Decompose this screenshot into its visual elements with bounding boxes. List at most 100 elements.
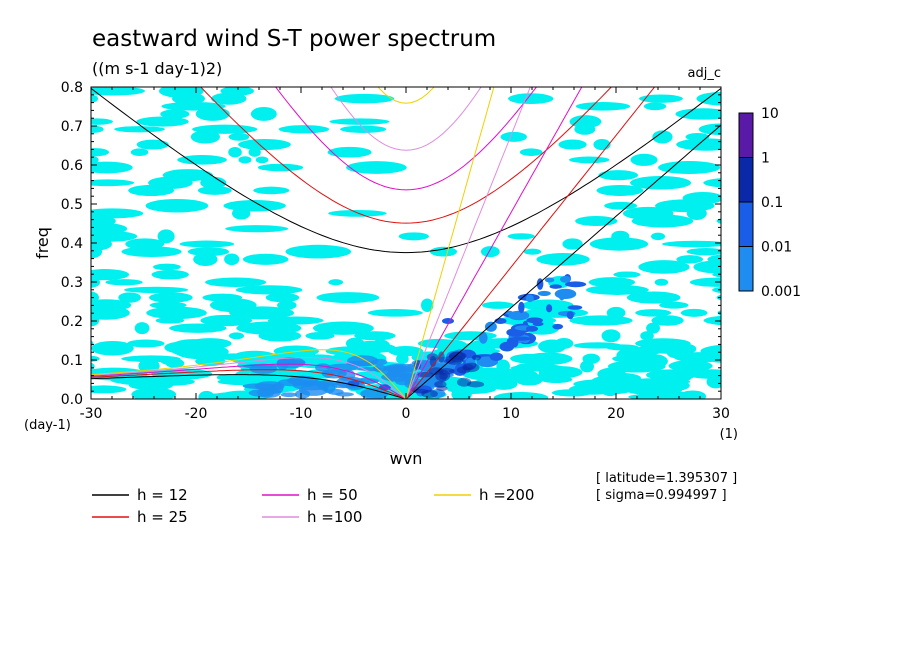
y-tick-label: 0.6 <box>61 158 83 174</box>
contour-cell <box>676 255 704 264</box>
gravity-wave-curve <box>330 87 482 151</box>
contour-cell-ridge <box>552 323 564 330</box>
contour-cell <box>91 230 138 242</box>
contour-cell <box>601 329 621 343</box>
contour-cell <box>229 306 295 320</box>
contour-cell <box>238 156 252 164</box>
contour-cell <box>706 375 721 389</box>
kelvin-curve <box>405 87 531 399</box>
contour-cell <box>613 271 641 278</box>
contour-cell <box>686 206 707 220</box>
contour-cell <box>91 340 134 356</box>
contour-cell <box>328 210 387 217</box>
contour-cell <box>305 331 335 340</box>
x-tick-label: 10 <box>502 406 520 422</box>
gravity-wave-curve <box>200 87 612 224</box>
kelvin-curve <box>405 87 495 399</box>
contour-cell <box>551 389 591 397</box>
contour-cell <box>569 115 602 129</box>
contour-cell <box>558 139 587 150</box>
contour-cell <box>258 330 302 342</box>
contour-cell-ridge <box>511 337 519 348</box>
contour-cell <box>712 286 721 294</box>
contour-cell <box>211 92 247 105</box>
contour-cell <box>200 176 227 189</box>
chart-tag: adj_c <box>688 66 721 81</box>
contour-cell <box>664 370 693 383</box>
contour-cell <box>151 269 189 280</box>
contour-cell <box>160 109 190 119</box>
contour-cell <box>340 125 387 133</box>
contour-cell <box>677 343 697 354</box>
gravity-wave-curve <box>91 88 721 254</box>
legend: h = 12 h = 25 h = 50 h =100 h =200 <box>92 486 534 526</box>
contour-cell-peak <box>436 385 448 392</box>
contour-cell <box>121 246 182 258</box>
contour-cell <box>265 292 300 303</box>
contour-cell-peak <box>471 354 482 361</box>
contour-cell-peak <box>438 368 455 375</box>
contour-cell <box>329 118 390 125</box>
contour-cell <box>285 244 352 259</box>
x-tick-label: -10 <box>290 406 313 422</box>
sigma-note: [ sigma=0.994997 ] <box>596 488 727 503</box>
contour-cell <box>169 323 227 333</box>
contour-cell <box>131 387 177 399</box>
contour-cell <box>136 116 189 127</box>
contour-cell <box>371 339 391 353</box>
contour-cell <box>354 331 396 341</box>
contour-cell-strong <box>371 358 388 366</box>
contour-cell-strong <box>373 364 387 373</box>
contour-cell <box>216 374 239 381</box>
legend-label: h = 12 <box>137 486 188 504</box>
legend-label: h =200 <box>479 486 534 504</box>
contour-cell <box>646 322 660 334</box>
contour-cell <box>157 229 175 244</box>
colorbar-swatch <box>738 246 754 292</box>
contour-cell <box>536 253 590 266</box>
contour-cell-ridge <box>558 291 566 301</box>
contour-cell-strong <box>383 363 419 373</box>
contour-cell <box>616 347 648 363</box>
contour-cell <box>635 309 672 317</box>
contour-cell <box>388 345 424 357</box>
contour-cell <box>257 163 304 172</box>
contour-cell <box>205 277 267 287</box>
contour-cell-ridge <box>554 288 577 300</box>
contour-cell <box>228 133 250 141</box>
contour-cell <box>228 332 245 340</box>
contour-cell-ridge <box>559 275 571 283</box>
contour-cell <box>626 291 681 304</box>
contour-cell-ridge <box>544 277 555 283</box>
contour-cell <box>91 118 113 125</box>
y-axis-label: freq <box>33 227 52 259</box>
contour-cell <box>668 360 713 372</box>
contour-cell <box>726 361 775 372</box>
contour-cell <box>328 279 344 286</box>
contour-cell <box>91 125 104 133</box>
contour-cell-ridge <box>508 310 530 321</box>
contour-cell <box>575 216 618 227</box>
contour-cell-ridge <box>567 305 583 310</box>
contour-cell <box>451 387 472 399</box>
contour-cell <box>250 107 277 121</box>
contour-cell-ridge <box>537 290 551 297</box>
y-axis-unit: (day-1) <box>24 418 71 433</box>
contour-cell <box>630 176 692 190</box>
contour-cell <box>334 93 395 104</box>
contour-cell <box>593 138 611 151</box>
contour-cell <box>652 130 673 144</box>
contour-cell <box>179 240 235 248</box>
colorbar-label: 0.001 <box>761 284 801 300</box>
contour-cell <box>155 317 185 324</box>
x-tick-label: -30 <box>80 406 103 422</box>
contour-cell-strong <box>277 378 310 387</box>
colorbar-label: 0.01 <box>761 240 792 256</box>
contour-cell <box>91 179 135 187</box>
y-tick-label: 0.7 <box>61 119 83 135</box>
x-tick-label: -20 <box>185 406 208 422</box>
colorbar-swatch <box>738 112 754 158</box>
contour-cell-strong <box>526 325 538 332</box>
contour-cell <box>312 321 374 335</box>
contour-cell <box>717 310 721 316</box>
